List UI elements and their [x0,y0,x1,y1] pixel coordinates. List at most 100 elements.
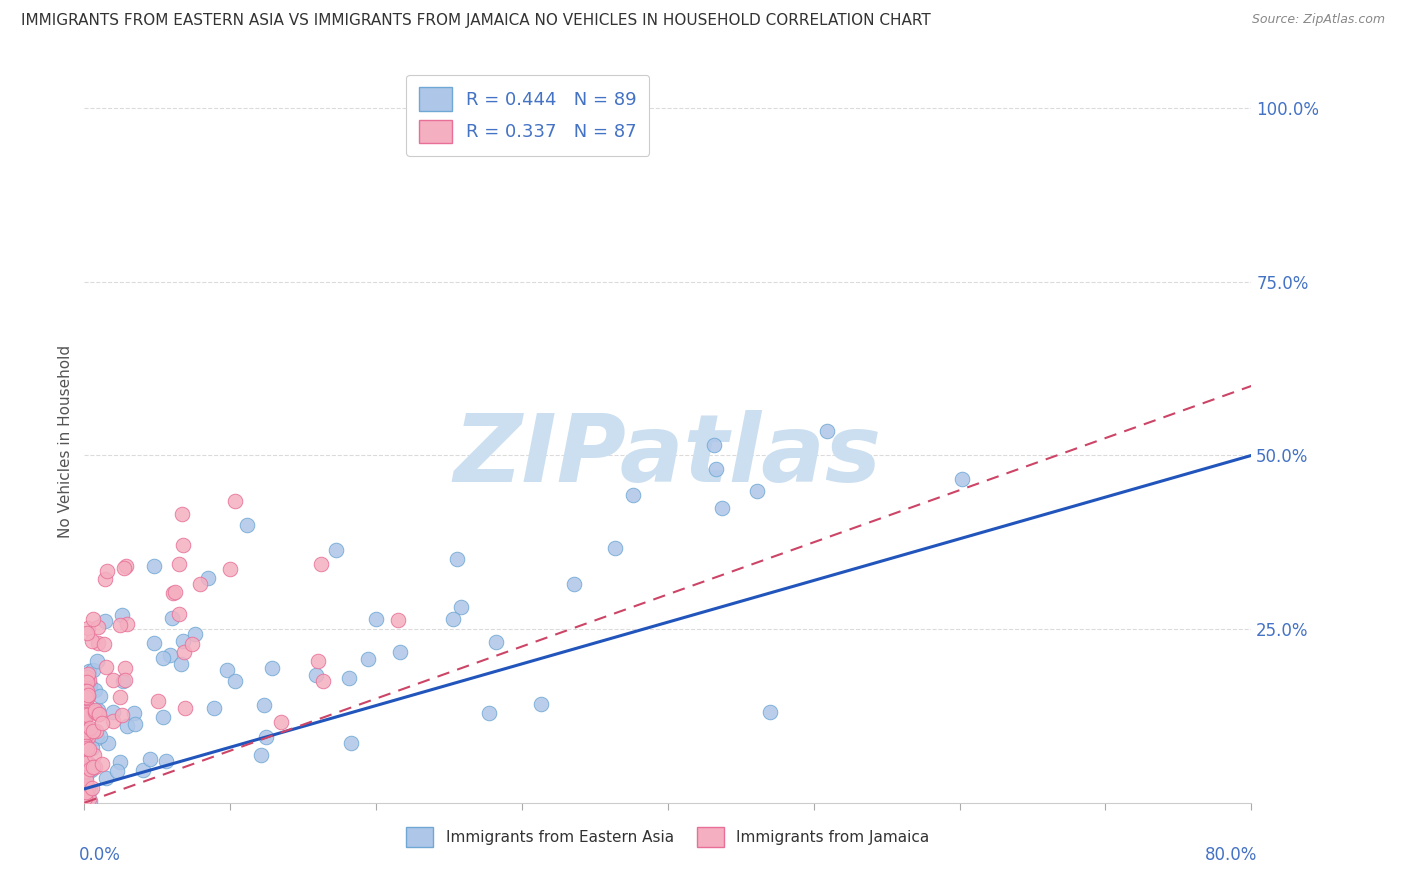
Point [76,684,98,698]
Point [217,663,239,677]
Point [79,725,101,739]
Point [76,670,98,684]
Point [815,425,838,439]
Point [155,754,177,768]
Point [181,637,204,651]
Point [87,636,110,650]
Point [75,726,97,740]
Point [605,541,627,555]
Point [143,558,166,573]
Point [82,780,104,795]
Point [711,500,734,515]
Point [218,562,240,576]
Point [90,716,112,731]
Point [76,727,98,741]
Point [307,654,329,668]
Point [254,730,277,744]
Point [76,674,98,689]
Point [77,741,100,756]
Point [77,756,100,771]
Point [446,551,468,566]
Point [86,724,108,739]
Point [93,573,115,587]
Point [73,764,96,778]
Point [124,706,146,721]
Point [485,635,508,649]
Point [80,634,103,648]
Text: IMMIGRANTS FROM EASTERN ASIA VS IMMIGRANTS FROM JAMAICA NO VEHICLES IN HOUSEHOLD: IMMIGRANTS FROM EASTERN ASIA VS IMMIGRAN… [21,13,931,29]
Point [76,678,98,692]
Point [84,683,107,698]
Point [110,608,132,623]
Point [124,717,146,731]
Point [75,707,97,722]
Point [83,703,105,717]
Point [77,703,100,717]
Point [704,462,727,476]
Point [170,657,193,672]
Point [562,577,585,591]
Point [387,613,409,627]
Point [108,755,131,769]
Point [75,739,97,753]
Point [73,690,96,704]
Point [146,694,169,708]
Point [87,620,110,634]
Point [75,707,97,722]
Point [90,756,112,771]
Point [82,723,104,738]
Point [73,697,96,711]
Point [76,699,98,714]
Point [82,663,104,677]
Point [111,673,134,688]
Point [73,736,96,750]
Legend: Immigrants from Eastern Asia, Immigrants from Jamaica: Immigrants from Eastern Asia, Immigrants… [399,822,936,853]
Point [159,648,181,662]
Point [77,688,100,702]
Point [305,668,328,682]
Point [79,760,101,774]
Point [75,721,97,735]
Point [108,617,131,632]
Point [76,779,98,793]
Point [388,645,411,659]
Point [76,740,98,755]
Point [75,769,97,783]
Point [77,780,100,795]
Point [76,626,98,640]
Point [94,615,117,629]
Point [337,671,360,685]
Point [79,783,101,797]
Point [114,661,136,675]
Y-axis label: No Vehicles in Household: No Vehicles in Household [58,345,73,538]
Point [96,772,118,786]
Point [115,558,138,573]
Point [312,674,335,689]
Point [441,612,464,626]
Point [172,633,194,648]
Point [93,637,115,651]
Point [152,709,174,723]
Point [758,706,780,720]
Point [75,773,97,788]
Point [184,627,207,641]
Text: 0.0%: 0.0% [79,847,121,864]
Point [197,571,219,585]
Point [139,751,162,765]
Point [115,616,138,631]
Point [132,764,155,778]
Point [236,518,259,533]
Point [105,764,128,778]
Text: ZIPatlas: ZIPatlas [454,410,882,502]
Point [77,673,100,687]
Point [79,721,101,735]
Point [77,723,100,737]
Point [76,724,98,739]
Point [101,705,124,719]
Point [75,683,97,698]
Point [75,761,97,775]
Point [173,644,195,658]
Point [173,701,195,715]
Point [253,698,276,712]
Point [79,678,101,692]
